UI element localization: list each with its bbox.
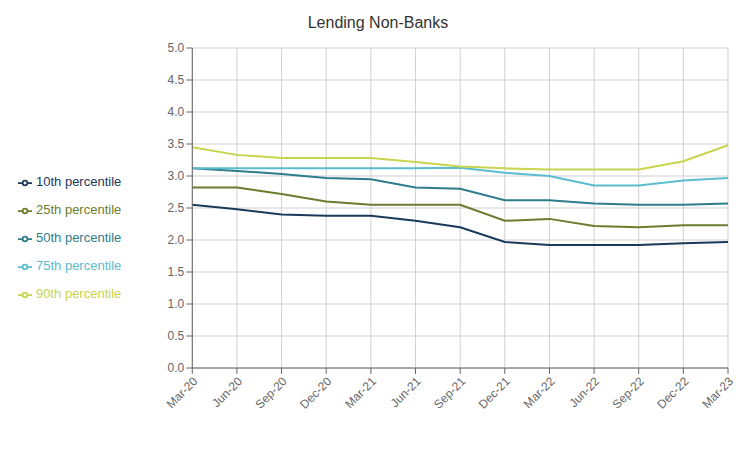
html-text:75th percentile: 75th percentile <box>36 258 122 273</box>
svg-text:5.0: 5.0 <box>168 41 185 55</box>
svg-text:Mar-21: Mar-21 <box>342 374 379 411</box>
svg-text:1.0: 1.0 <box>168 297 185 311</box>
html-text:50th percentile: 50th percentile <box>36 230 122 245</box>
svg-text:Jun-20: Jun-20 <box>209 374 245 410</box>
svg-text:Dec-20: Dec-20 <box>297 374 334 411</box>
svg-text:3.5: 3.5 <box>168 137 185 151</box>
svg-text:Dec-21: Dec-21 <box>476 374 513 411</box>
svg-text:Sep-20: Sep-20 <box>252 374 289 411</box>
svg-text:Sep-22: Sep-22 <box>610 374 647 411</box>
svg-text:Mar-20: Mar-20 <box>164 374 201 411</box>
html-text:Lending Non-Banks: Lending Non-Banks <box>307 14 449 31</box>
svg-text:3.0: 3.0 <box>168 169 185 183</box>
html-text:90th percentile: 90th percentile <box>36 286 122 301</box>
svg-text:4.0: 4.0 <box>168 105 185 119</box>
svg-text:2.0: 2.0 <box>168 233 185 247</box>
svg-text:Sep-21: Sep-21 <box>431 374 468 411</box>
svg-text:Jun-22: Jun-22 <box>566 374 602 410</box>
svg-text:Mar-23: Mar-23 <box>699 374 736 411</box>
svg-text:2.5: 2.5 <box>168 201 185 215</box>
svg-text:4.5: 4.5 <box>168 73 185 87</box>
svg-text:0.0: 0.0 <box>168 361 185 375</box>
svg-text:1.5: 1.5 <box>168 265 185 279</box>
html-text:25th percentile: 25th percentile <box>36 202 122 217</box>
svg-text:Mar-22: Mar-22 <box>521 374 558 411</box>
svg-text:0.5: 0.5 <box>168 329 185 343</box>
html-text:10th percentile: 10th percentile <box>36 174 122 189</box>
svg-text:Dec-22: Dec-22 <box>654 374 691 411</box>
svg-text:Jun-21: Jun-21 <box>388 374 424 410</box>
